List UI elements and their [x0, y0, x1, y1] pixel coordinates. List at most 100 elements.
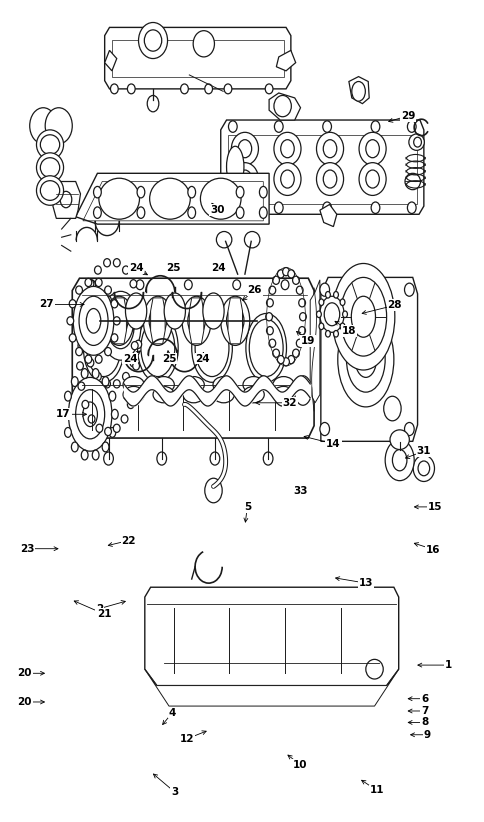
- Text: 16: 16: [425, 544, 440, 555]
- Ellipse shape: [60, 192, 72, 208]
- Ellipse shape: [71, 376, 78, 386]
- Ellipse shape: [149, 306, 166, 335]
- Ellipse shape: [113, 316, 120, 325]
- Ellipse shape: [187, 187, 195, 198]
- Ellipse shape: [212, 376, 234, 393]
- Ellipse shape: [76, 348, 82, 356]
- Ellipse shape: [259, 207, 267, 219]
- Polygon shape: [276, 50, 295, 71]
- Text: 11: 11: [369, 786, 383, 796]
- Ellipse shape: [226, 146, 243, 187]
- Text: 24: 24: [123, 353, 137, 363]
- Ellipse shape: [113, 299, 120, 307]
- Ellipse shape: [113, 424, 120, 432]
- Ellipse shape: [164, 293, 185, 329]
- Ellipse shape: [339, 323, 344, 330]
- Text: 12: 12: [179, 734, 194, 744]
- Ellipse shape: [67, 316, 74, 325]
- Ellipse shape: [110, 84, 118, 94]
- Polygon shape: [269, 93, 300, 120]
- Text: 9: 9: [423, 730, 430, 740]
- Ellipse shape: [370, 202, 379, 214]
- Ellipse shape: [319, 296, 343, 332]
- Ellipse shape: [36, 130, 63, 159]
- Ellipse shape: [204, 84, 212, 94]
- Ellipse shape: [118, 321, 123, 330]
- Ellipse shape: [287, 356, 294, 363]
- Ellipse shape: [292, 276, 299, 284]
- Ellipse shape: [269, 339, 275, 348]
- Ellipse shape: [236, 187, 243, 198]
- Ellipse shape: [137, 313, 178, 382]
- Ellipse shape: [323, 170, 336, 188]
- Ellipse shape: [182, 386, 204, 403]
- Ellipse shape: [298, 326, 305, 335]
- Ellipse shape: [123, 376, 144, 393]
- Ellipse shape: [322, 202, 331, 214]
- Ellipse shape: [365, 140, 378, 158]
- Ellipse shape: [118, 321, 123, 330]
- Ellipse shape: [30, 108, 57, 144]
- Ellipse shape: [76, 286, 82, 294]
- Ellipse shape: [111, 409, 118, 419]
- Ellipse shape: [64, 427, 71, 437]
- Text: 28: 28: [387, 300, 401, 310]
- Ellipse shape: [147, 95, 158, 112]
- Ellipse shape: [40, 135, 60, 155]
- Ellipse shape: [404, 283, 413, 296]
- Text: 13: 13: [358, 578, 372, 588]
- Ellipse shape: [157, 452, 166, 465]
- Ellipse shape: [280, 170, 294, 188]
- Ellipse shape: [182, 296, 211, 345]
- Ellipse shape: [71, 442, 78, 452]
- Ellipse shape: [76, 362, 83, 370]
- Ellipse shape: [133, 362, 139, 370]
- Ellipse shape: [231, 163, 258, 196]
- Text: 24: 24: [211, 263, 225, 274]
- Ellipse shape: [244, 232, 259, 248]
- Ellipse shape: [294, 376, 311, 405]
- Ellipse shape: [298, 298, 305, 307]
- Ellipse shape: [137, 207, 145, 219]
- Ellipse shape: [121, 415, 128, 423]
- Ellipse shape: [272, 276, 279, 284]
- Ellipse shape: [224, 84, 231, 94]
- Ellipse shape: [273, 132, 301, 165]
- Ellipse shape: [296, 339, 302, 348]
- Ellipse shape: [125, 293, 147, 329]
- Ellipse shape: [94, 372, 101, 381]
- Ellipse shape: [265, 84, 272, 94]
- Ellipse shape: [220, 296, 249, 345]
- Ellipse shape: [187, 207, 195, 219]
- Ellipse shape: [79, 296, 108, 345]
- Ellipse shape: [102, 442, 109, 452]
- Ellipse shape: [323, 140, 336, 158]
- Ellipse shape: [287, 270, 294, 278]
- Polygon shape: [72, 278, 314, 438]
- Ellipse shape: [143, 296, 172, 345]
- Text: 2: 2: [96, 603, 103, 613]
- Polygon shape: [227, 298, 242, 344]
- Text: 1: 1: [443, 660, 451, 670]
- Text: 8: 8: [420, 718, 427, 727]
- Ellipse shape: [339, 277, 386, 356]
- Text: 21: 21: [97, 609, 112, 619]
- Ellipse shape: [118, 321, 123, 330]
- Polygon shape: [310, 279, 319, 403]
- Ellipse shape: [358, 132, 385, 165]
- Ellipse shape: [131, 382, 138, 390]
- Ellipse shape: [107, 302, 134, 349]
- Ellipse shape: [417, 461, 429, 476]
- Ellipse shape: [82, 340, 89, 349]
- Ellipse shape: [110, 306, 128, 335]
- Ellipse shape: [136, 279, 144, 289]
- Ellipse shape: [322, 121, 331, 132]
- Ellipse shape: [118, 321, 123, 330]
- Ellipse shape: [121, 309, 128, 317]
- Ellipse shape: [232, 279, 240, 289]
- Ellipse shape: [137, 187, 145, 198]
- Ellipse shape: [36, 153, 63, 182]
- Ellipse shape: [118, 321, 123, 330]
- Ellipse shape: [180, 84, 188, 94]
- Ellipse shape: [40, 158, 60, 178]
